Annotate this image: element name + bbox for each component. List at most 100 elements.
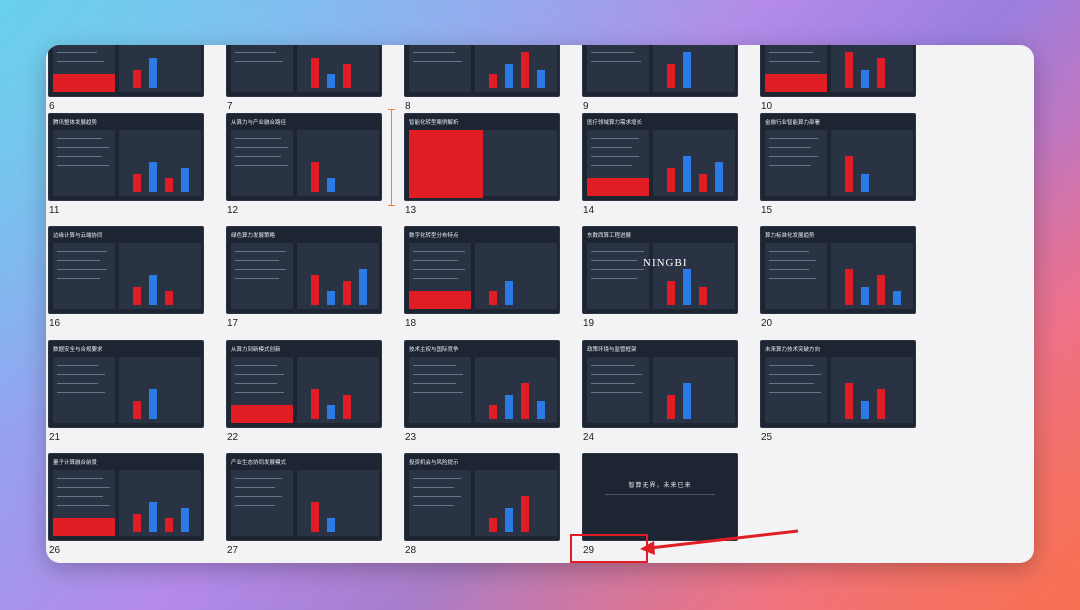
slide-panel	[119, 243, 201, 309]
slide-number: 16	[49, 318, 61, 329]
slide-text-line	[235, 147, 288, 148]
slide-bar	[489, 291, 497, 305]
slide-text-line	[591, 251, 644, 252]
slide-title: 技术主权与国际竞争	[409, 347, 459, 353]
slide-panel	[765, 243, 827, 309]
slide-text-line	[769, 61, 820, 62]
slide-thumbnail[interactable]: 技术主权与国际竞争	[404, 340, 560, 428]
slide-number: 13	[405, 205, 417, 216]
slide-bar	[877, 389, 885, 419]
slide-red-block	[53, 518, 115, 536]
slide-text-line	[57, 374, 105, 375]
slide-thumbnail[interactable]: 医疗领域算力需求增长	[582, 113, 738, 201]
slide-thumbnail[interactable]: 政策环境与监管框架	[582, 340, 738, 428]
slide-text-line	[235, 156, 281, 157]
slide-thumbnail-cell: 腾讯整体发展趋势 11	[48, 113, 204, 220]
slide-number: 25	[761, 432, 773, 443]
slide-panel	[587, 357, 649, 423]
slide-bar	[667, 395, 675, 419]
slide-bar	[327, 74, 335, 88]
slide-panel	[831, 357, 913, 423]
slide-text-line	[769, 374, 821, 375]
slide-bar	[311, 58, 319, 88]
slide-bar	[505, 395, 513, 419]
slide-text-line	[235, 165, 288, 166]
slide-number: 15	[761, 205, 773, 216]
slide-number: 17	[227, 318, 239, 329]
slide-bar	[327, 405, 335, 419]
slide-text-line	[591, 365, 635, 366]
slide-thumbnail-cell: 政策环境与监管框架 24	[582, 340, 738, 447]
slide-thumbnail[interactable]	[226, 45, 382, 97]
slide-thumbnail-cell: 6	[48, 45, 204, 116]
slide-text-line	[591, 374, 642, 375]
slide-thumbnail-cell: 金融行业智能算力部署 15	[760, 113, 916, 220]
slide-thumbnail[interactable]	[48, 45, 204, 97]
slide-text-line	[235, 392, 284, 393]
slide-thumbnail[interactable]: 边缘计算与云端协同	[48, 226, 204, 314]
slide-number: 9	[583, 101, 589, 112]
slide-number: 19	[583, 318, 595, 329]
slide-thumbnail[interactable]	[404, 45, 560, 97]
slide-number: 8	[405, 101, 411, 112]
slide-thumbnail[interactable]: 量子计算融合前景	[48, 453, 204, 541]
slide-thumbnail[interactable]: 产业生态协同发展模式	[226, 453, 382, 541]
slide-thumbnail[interactable]	[582, 45, 738, 97]
slide-bar	[715, 162, 723, 192]
slide-thumbnail[interactable]: 绿色算力发展策略	[226, 226, 382, 314]
slide-text-line	[57, 478, 103, 479]
slide-number: 26	[49, 545, 61, 556]
slide-text-line	[413, 278, 458, 279]
slide-thumbnail-cell: 量子计算融合前景 26	[48, 453, 204, 560]
slide-bar	[181, 508, 189, 532]
divider	[605, 494, 715, 495]
watermark-text: NINGBI	[643, 257, 688, 269]
slide-thumbnail[interactable]: 数据安全与合规要求	[48, 340, 204, 428]
slide-bar	[505, 64, 513, 88]
slide-number: 28	[405, 545, 417, 556]
slide-panel	[765, 357, 827, 423]
slide-number: 11	[49, 205, 60, 216]
slide-text-line	[235, 251, 286, 252]
slide-bar	[133, 514, 141, 532]
slide-text-line	[235, 487, 275, 488]
slide-bar	[311, 275, 319, 305]
slide-text-line	[57, 147, 109, 148]
slide-text-line	[591, 52, 634, 53]
slide-text-line	[591, 156, 639, 157]
slide-thumbnail[interactable]: 数字化转型分布特点	[404, 226, 560, 314]
red-arrow-icon	[640, 529, 799, 555]
slide-thumbnail[interactable]: 腾讯整体发展趋势	[48, 113, 204, 201]
slide-text-line	[235, 61, 283, 62]
slide-thumbnail[interactable]	[760, 45, 916, 97]
slide-thumbnail[interactable]: 智算无界，未来已来	[582, 453, 738, 541]
slide-thumbnail[interactable]: 算力标准化发展趋势	[760, 226, 916, 314]
slide-number: 12	[227, 205, 239, 216]
slide-red-block	[765, 74, 827, 92]
slide-title: 算力标准化发展趋势	[765, 233, 815, 239]
slide-number: 7	[227, 101, 233, 112]
slide-text-line	[235, 496, 282, 497]
slide-panel	[231, 130, 293, 196]
slide-thumbnail-cell: 9	[582, 45, 738, 116]
slide-thumbnail[interactable]: 东数西算工程进展 NINGBI	[582, 226, 738, 314]
slide-number: 24	[583, 432, 595, 443]
slide-panel	[119, 45, 201, 92]
slide-thumbnail[interactable]: 智能化转型案例解析	[404, 113, 560, 201]
slide-text-line	[769, 365, 814, 366]
slide-thumbnail[interactable]: 从算力到新模式创新	[226, 340, 382, 428]
slide-bar	[149, 275, 157, 305]
slide-number: 10	[761, 101, 773, 112]
slide-text-line	[235, 374, 284, 375]
slide-bar	[683, 52, 691, 88]
slide-text-line	[413, 365, 456, 366]
slide-thumbnail[interactable]: 金融行业智能算力部署	[760, 113, 916, 201]
slide-bar	[893, 291, 901, 305]
slide-text-line	[413, 52, 455, 53]
slide-thumbnail[interactable]: 投资机会与风险提示	[404, 453, 560, 541]
slide-text-line	[57, 487, 110, 488]
slide-thumbnail[interactable]: 从算力与产业融合路径	[226, 113, 382, 201]
slide-thumbnail[interactable]: 未来算力技术突破方向	[760, 340, 916, 428]
slide-bar	[165, 291, 173, 305]
slide-text-line	[235, 260, 279, 261]
